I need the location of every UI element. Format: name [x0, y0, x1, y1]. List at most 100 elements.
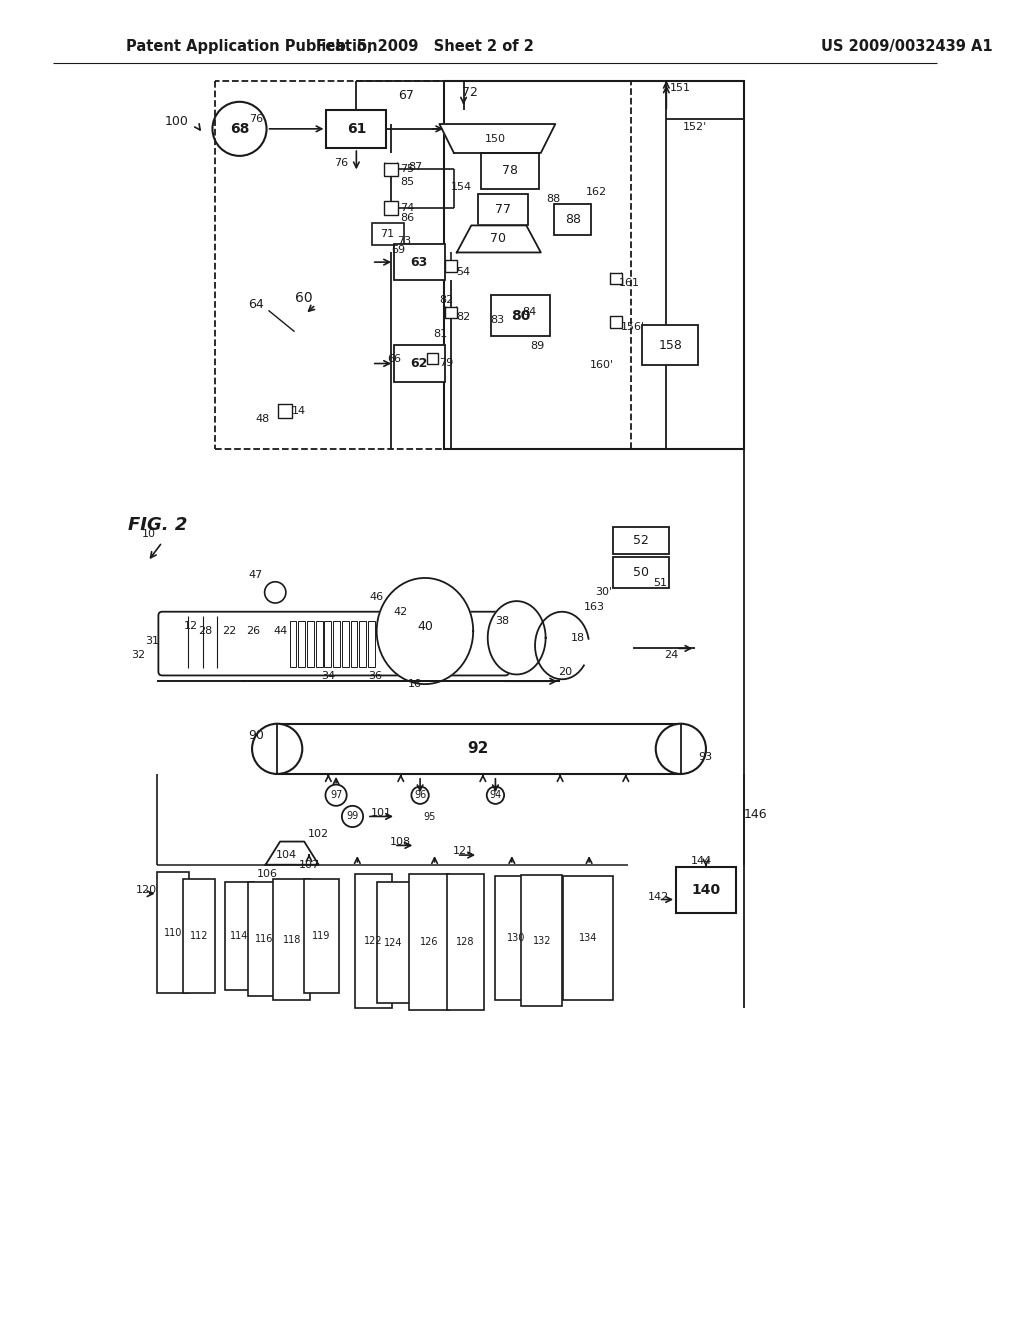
Bar — [355, 874, 392, 1007]
Text: 48: 48 — [256, 413, 269, 424]
Text: 151: 151 — [670, 83, 690, 94]
Text: 51: 51 — [653, 578, 668, 587]
Polygon shape — [439, 124, 555, 153]
Text: 87: 87 — [409, 162, 422, 173]
Text: 102: 102 — [308, 829, 330, 838]
Text: 83: 83 — [490, 315, 505, 325]
FancyBboxPatch shape — [159, 611, 509, 676]
Text: 31: 31 — [145, 636, 160, 645]
Text: 108: 108 — [390, 837, 412, 846]
Text: 112: 112 — [189, 931, 208, 941]
Circle shape — [655, 723, 706, 774]
Bar — [278, 723, 681, 774]
Bar — [359, 622, 366, 667]
Text: 62: 62 — [411, 356, 428, 370]
Text: 40: 40 — [417, 619, 433, 632]
Text: 124: 124 — [384, 939, 402, 948]
Text: 154: 154 — [451, 182, 472, 191]
Text: 152': 152' — [683, 121, 708, 132]
Bar — [304, 879, 339, 993]
Bar — [273, 879, 310, 1001]
Bar — [315, 622, 323, 667]
Text: 73: 73 — [396, 236, 411, 246]
Text: 44: 44 — [273, 626, 287, 636]
Bar — [158, 873, 189, 993]
Text: Patent Application Publication: Patent Application Publication — [126, 40, 377, 54]
Bar — [394, 244, 445, 280]
Text: 122: 122 — [365, 936, 383, 946]
Circle shape — [342, 805, 364, 828]
Bar — [554, 205, 591, 235]
Text: 140: 140 — [691, 883, 721, 896]
Text: 85: 85 — [400, 177, 415, 187]
Text: 162: 162 — [587, 186, 607, 197]
Text: 47: 47 — [249, 570, 263, 579]
Bar — [333, 622, 340, 667]
Text: 97: 97 — [330, 791, 342, 800]
Bar — [225, 882, 254, 990]
Text: 26: 26 — [246, 626, 260, 636]
Text: 60: 60 — [295, 290, 313, 305]
Text: 14: 14 — [292, 405, 306, 416]
Text: 50: 50 — [633, 565, 649, 578]
Text: 126: 126 — [420, 937, 438, 946]
Text: 114: 114 — [230, 931, 249, 941]
Circle shape — [326, 784, 347, 805]
Text: 134: 134 — [579, 933, 597, 942]
Text: 101: 101 — [371, 808, 392, 817]
Text: 22: 22 — [222, 626, 236, 636]
Text: 94: 94 — [489, 791, 502, 800]
Text: 89: 89 — [529, 341, 544, 351]
Bar — [613, 557, 670, 587]
Text: 118: 118 — [283, 935, 301, 945]
Text: 34: 34 — [322, 672, 336, 681]
Text: 67: 67 — [397, 88, 414, 102]
Bar — [481, 153, 539, 189]
Text: 120: 120 — [136, 884, 158, 895]
Polygon shape — [377, 578, 473, 684]
Text: 107: 107 — [298, 859, 319, 870]
Text: 130: 130 — [507, 933, 525, 942]
Text: 77: 77 — [496, 202, 511, 215]
Bar — [307, 622, 314, 667]
Bar — [279, 404, 292, 417]
Bar — [478, 194, 528, 226]
Text: 90: 90 — [248, 729, 264, 742]
Bar — [325, 622, 331, 667]
Bar — [496, 876, 536, 1001]
Bar — [427, 352, 438, 364]
Bar — [445, 260, 457, 272]
Bar — [521, 875, 562, 1006]
Text: 69: 69 — [391, 244, 404, 255]
Text: 20: 20 — [558, 667, 572, 677]
Text: 82: 82 — [439, 294, 454, 305]
Text: 104: 104 — [276, 850, 297, 861]
Circle shape — [264, 582, 286, 603]
Bar — [394, 345, 445, 381]
Text: 95: 95 — [424, 812, 436, 822]
Text: 146: 146 — [743, 808, 767, 821]
Text: 46: 46 — [370, 593, 384, 602]
Text: 82: 82 — [457, 312, 471, 322]
Text: 92: 92 — [467, 742, 488, 756]
Bar — [610, 273, 622, 284]
Text: 71: 71 — [380, 230, 394, 239]
Polygon shape — [487, 601, 546, 675]
Text: US 2009/0032439 A1: US 2009/0032439 A1 — [821, 40, 992, 54]
Text: 96: 96 — [414, 791, 426, 800]
Text: 99: 99 — [346, 812, 358, 821]
Circle shape — [486, 787, 504, 804]
Text: 64: 64 — [248, 298, 264, 312]
Bar — [183, 879, 215, 993]
Text: 24: 24 — [664, 651, 678, 660]
Text: 38: 38 — [496, 616, 509, 627]
Text: 86: 86 — [400, 213, 415, 223]
Text: FIG. 2: FIG. 2 — [128, 516, 187, 533]
Bar — [372, 223, 403, 244]
Text: 81: 81 — [433, 329, 447, 339]
Text: 42: 42 — [393, 607, 408, 616]
Text: 156': 156' — [621, 322, 645, 331]
Text: 12: 12 — [184, 622, 199, 631]
Text: 88: 88 — [546, 194, 560, 205]
Text: 106: 106 — [257, 870, 278, 879]
